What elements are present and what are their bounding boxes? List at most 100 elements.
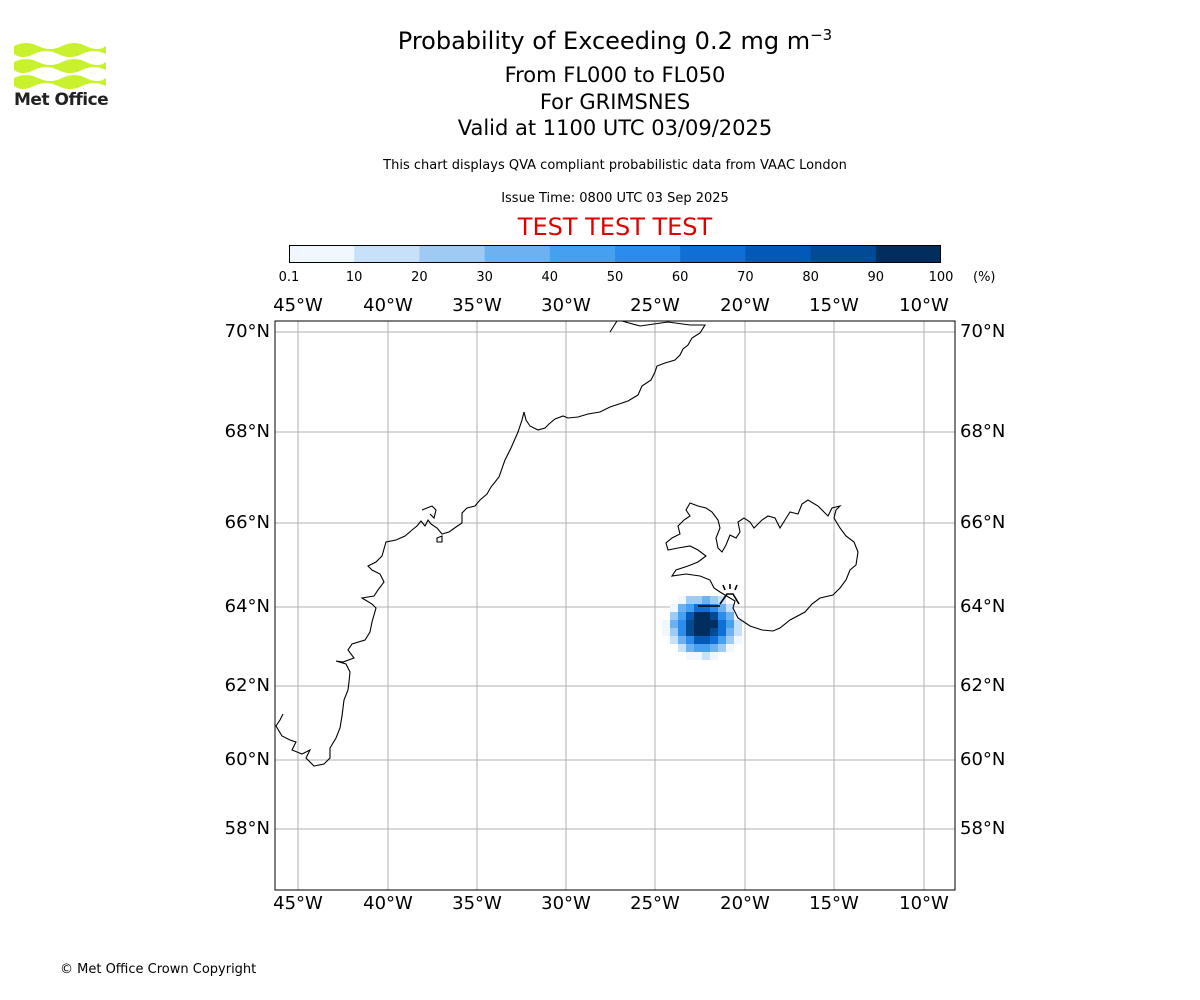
- map-tick-label: 62°N: [225, 675, 270, 696]
- colorbar-tick-label: 30: [476, 270, 493, 285]
- plume-cell: [702, 620, 710, 628]
- plume-cell: [702, 652, 710, 660]
- plume-cell: [734, 636, 742, 644]
- latitude-ticks-right: 70°N 68°N 66°N 64°N 62°N 60°N 58°N: [960, 321, 1005, 839]
- plume-cell: [686, 604, 694, 612]
- map-tick-label: 58°N: [960, 818, 1005, 839]
- plume-cell: [686, 612, 694, 620]
- plume-cell: [694, 620, 702, 628]
- copyright-notice: © Met Office Crown Copyright: [60, 962, 257, 977]
- map-tick-label: 68°N: [960, 421, 1005, 442]
- plume-cell: [694, 644, 702, 652]
- plume-cell: [710, 620, 718, 628]
- colorbar-tick-label: 90: [867, 270, 885, 285]
- ash-probability-map: 45°W 40°W 35°W 30°W 25°W 20°W 15°W 10°W 45°W 40°…: [225, 295, 1006, 914]
- map-tick-label: 15°W: [809, 295, 859, 316]
- plume-cell: [726, 604, 734, 612]
- plume-cell: [670, 612, 678, 620]
- colorbar-swatch: [680, 245, 746, 263]
- colorbar-swatch: [484, 245, 551, 263]
- plume-cell: [678, 628, 686, 636]
- plume-cell: [718, 620, 726, 628]
- map-tick-label: 68°N: [225, 421, 270, 442]
- map-tick-label: 64°N: [225, 596, 270, 617]
- plume-cell: [734, 620, 742, 628]
- colorbar-tick-label: 40: [541, 270, 559, 285]
- plume-cell: [694, 636, 702, 644]
- plume-cell: [710, 644, 718, 652]
- map-tick-label: 30°W: [541, 893, 591, 914]
- probability-colorbar: [289, 245, 941, 263]
- plume-cell: [718, 612, 726, 620]
- latitude-ticks-left: 70°N 68°N 66°N 64°N 62°N 60°N 58°N: [225, 321, 270, 839]
- map-tick-label: 62°N: [960, 675, 1005, 696]
- map-tick-label: 20°W: [720, 893, 770, 914]
- plume-cell: [662, 620, 670, 628]
- plume-cell: [734, 628, 742, 636]
- flight-level-range: From FL000 to FL050: [504, 63, 726, 87]
- plume-cell: [678, 636, 686, 644]
- test-banner: TEST TEST TEST: [517, 213, 713, 241]
- map-tick-label: 70°N: [225, 321, 270, 342]
- plume-cell: [718, 636, 726, 644]
- colorbar-swatch: [419, 245, 486, 263]
- map-tick-label: 45°W: [273, 893, 323, 914]
- map-tick-label: 66°N: [225, 512, 270, 533]
- colorbar-tick-label: 0.1: [278, 270, 300, 285]
- plume-cell: [718, 604, 726, 612]
- colorbar-tick-label: 50: [606, 270, 624, 285]
- colorbar-border: [289, 245, 941, 263]
- plume-cell: [686, 628, 694, 636]
- plume-cell: [710, 636, 718, 644]
- map-tick-label: 40°W: [363, 295, 413, 316]
- colorbar-tick-label: 60: [671, 270, 689, 285]
- plume-cell: [686, 636, 694, 644]
- colorbar-unit: (%): [973, 270, 996, 285]
- plume-cell: [670, 604, 678, 612]
- plume-cell: [678, 604, 686, 612]
- colorbar-swatch: [745, 245, 812, 263]
- map-tick-label: 35°W: [452, 295, 502, 316]
- ash-probability-plume: [662, 596, 742, 660]
- disclaimer-text: This chart displays QVA compliant probab…: [383, 158, 847, 173]
- plume-cell: [678, 620, 686, 628]
- plume-cell: [686, 652, 694, 660]
- map-tick-label: 45°W: [273, 295, 323, 316]
- plume-cell: [710, 628, 718, 636]
- volcano-icon: [698, 584, 740, 607]
- colorbar-tick-label: 100: [928, 270, 954, 285]
- plume-cell: [702, 628, 710, 636]
- plume-cell: [702, 636, 710, 644]
- colorbar-swatch: [289, 245, 355, 263]
- colorbar-tick-label: 20: [411, 270, 428, 285]
- plume-cell: [702, 612, 710, 620]
- longitude-ticks-top: 45°W 40°W 35°W 30°W 25°W 20°W 15°W 10°W: [273, 295, 949, 316]
- plume-cell: [678, 596, 686, 604]
- plume-cell: [670, 628, 678, 636]
- map-tick-label: 60°N: [225, 749, 270, 770]
- colorbar-swatch: [615, 245, 681, 263]
- plume-cell: [710, 652, 718, 660]
- plume-cell: [678, 644, 686, 652]
- map-tick-label: 15°W: [809, 893, 859, 914]
- plume-cell: [694, 612, 702, 620]
- coastline-greenland: [275, 320, 706, 767]
- map-frame: [274, 320, 956, 891]
- plume-cell: [702, 596, 710, 604]
- map-tick-label: 40°W: [363, 893, 413, 914]
- met-office-logo-icon: [14, 43, 106, 89]
- plume-cell: [686, 596, 694, 604]
- map-tick-label: 25°W: [630, 893, 680, 914]
- map-tick-label: 25°W: [630, 295, 680, 316]
- map-tick-label: 64°N: [960, 596, 1005, 617]
- map-tick-label: 60°N: [960, 749, 1005, 770]
- plume-cell: [726, 636, 734, 644]
- plume-cell: [726, 612, 734, 620]
- map-tick-label: 30°W: [541, 295, 591, 316]
- map-tick-label: 35°W: [452, 893, 502, 914]
- plume-cell: [710, 604, 718, 612]
- colorbar-swatch: [354, 245, 420, 263]
- map-gridlines: [275, 321, 955, 890]
- map-tick-label: 10°W: [899, 295, 949, 316]
- plume-cell: [710, 612, 718, 620]
